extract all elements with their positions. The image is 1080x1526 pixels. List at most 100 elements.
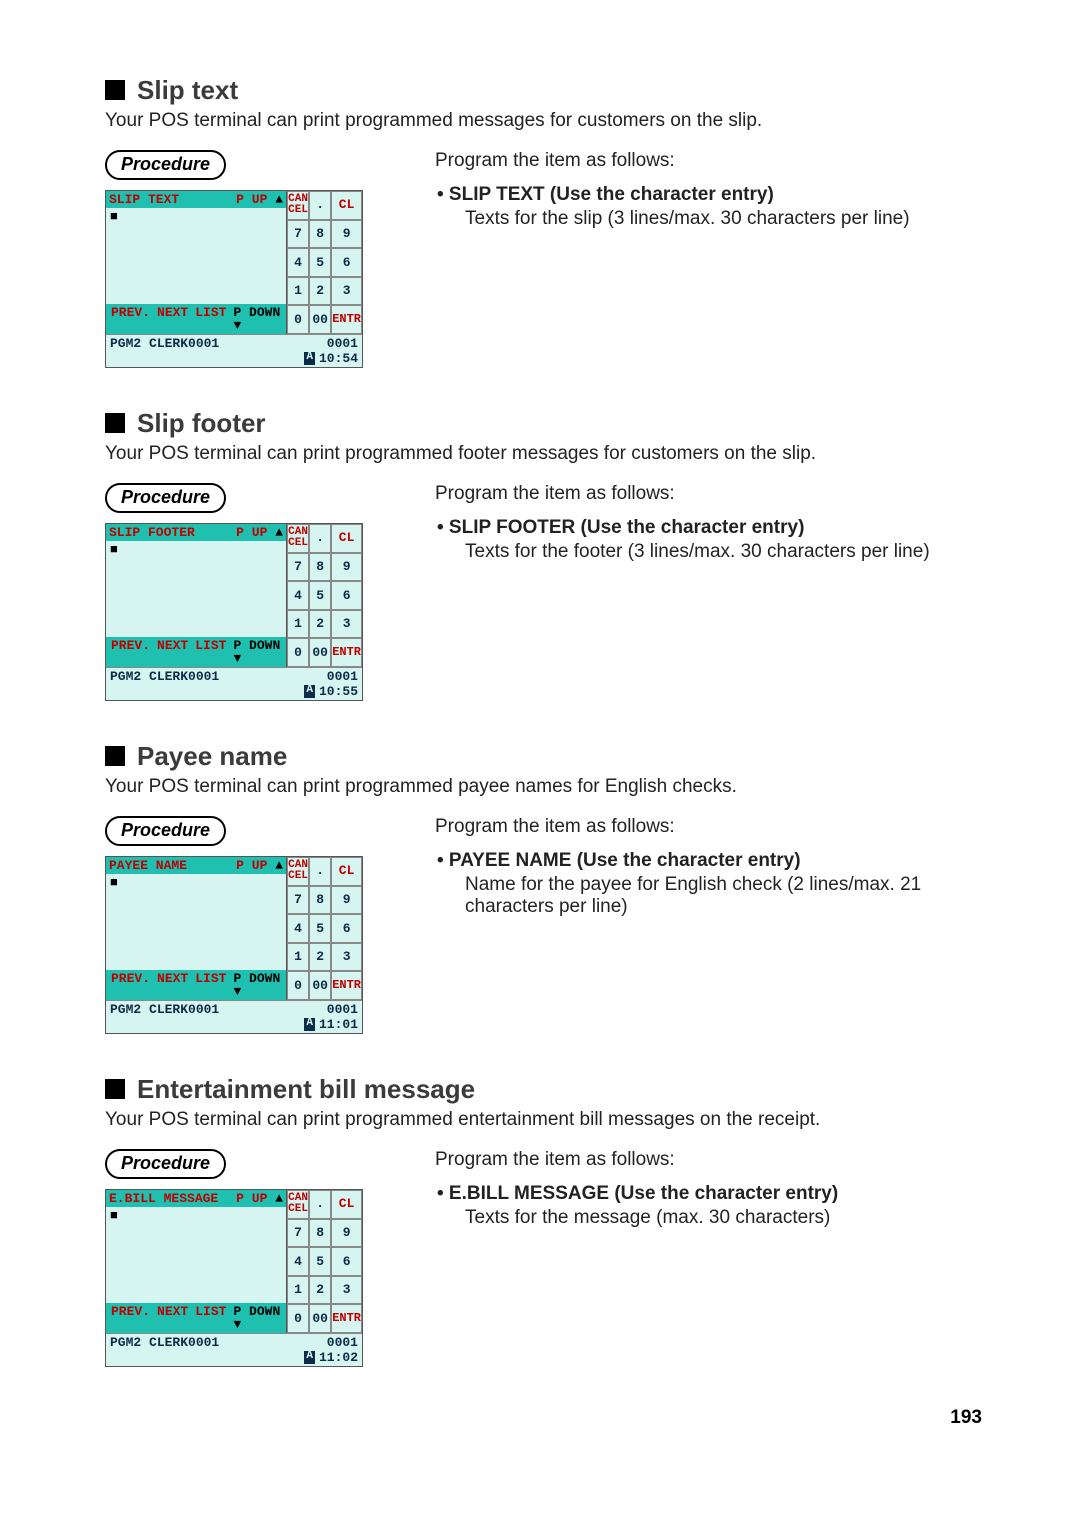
key-00[interactable]: 00 xyxy=(309,971,331,1000)
key-1[interactable]: 1 xyxy=(287,610,309,639)
enter-key[interactable]: ENTR xyxy=(331,971,362,1000)
square-bullet-icon xyxy=(105,746,125,766)
cursor-icon: ■ xyxy=(110,875,118,890)
next-button[interactable]: NEXT xyxy=(157,972,188,998)
prev-button[interactable]: PREV. xyxy=(111,306,150,332)
cancel-key[interactable]: CANCEL xyxy=(287,524,309,553)
status-a-icon: A xyxy=(304,1351,315,1364)
key-8[interactable]: 8 xyxy=(309,886,331,915)
prev-button[interactable]: PREV. xyxy=(111,1305,150,1331)
key-8[interactable]: 8 xyxy=(309,220,331,249)
enter-key[interactable]: ENTR xyxy=(331,638,362,667)
content-row: ProcedurePAYEE NAMEP UP ▲■PREV.NEXTLISTP… xyxy=(105,816,990,1034)
enter-key[interactable]: ENTR xyxy=(331,305,362,334)
key-0[interactable]: 0 xyxy=(287,305,309,334)
procedure-badge: Procedure xyxy=(105,816,226,846)
prev-button[interactable]: PREV. xyxy=(111,639,150,665)
arrow-up-icon[interactable]: ▲ xyxy=(267,1191,283,1206)
key-5[interactable]: 5 xyxy=(309,914,331,943)
status-clerk: CLERK0001 xyxy=(141,336,219,351)
key-00[interactable]: 00 xyxy=(309,1304,331,1333)
p-up-label[interactable]: P UP xyxy=(236,1191,267,1206)
procedure-column: ProcedureSLIP FOOTERP UP ▲■PREV.NEXTLIST… xyxy=(105,483,405,701)
status-code: 0001 xyxy=(327,337,358,350)
arrow-down-icon[interactable]: ▼ xyxy=(233,651,241,666)
cancel-key[interactable]: CANCEL xyxy=(287,191,309,220)
list-button[interactable]: LIST xyxy=(195,639,226,665)
key-2[interactable]: 2 xyxy=(309,277,331,306)
key-7[interactable]: 7 xyxy=(287,553,309,582)
p-up-label[interactable]: P UP xyxy=(236,192,267,207)
key-2[interactable]: 2 xyxy=(309,1276,331,1305)
key-7[interactable]: 7 xyxy=(287,1219,309,1248)
key-2[interactable]: 2 xyxy=(309,610,331,639)
arrow-down-icon[interactable]: ▼ xyxy=(233,318,241,333)
key-0[interactable]: 0 xyxy=(287,638,309,667)
key-9[interactable]: 9 xyxy=(331,553,362,582)
arrow-up-icon[interactable]: ▲ xyxy=(267,192,283,207)
key-3[interactable]: 3 xyxy=(331,610,362,639)
key-5[interactable]: 5 xyxy=(309,248,331,277)
key-8[interactable]: 8 xyxy=(309,1219,331,1248)
key-0[interactable]: 0 xyxy=(287,1304,309,1333)
key-7[interactable]: 7 xyxy=(287,220,309,249)
dot-key[interactable]: . xyxy=(309,524,331,553)
next-button[interactable]: NEXT xyxy=(157,306,188,332)
clear-key[interactable]: CL xyxy=(331,857,362,886)
key-00[interactable]: 00 xyxy=(309,638,331,667)
key-8[interactable]: 8 xyxy=(309,553,331,582)
terminal-title: SLIP TEXT xyxy=(109,193,179,206)
key-5[interactable]: 5 xyxy=(309,1247,331,1276)
key-5[interactable]: 5 xyxy=(309,581,331,610)
heading-text: Slip footer xyxy=(137,408,266,438)
cancel-key[interactable]: CANCEL xyxy=(287,1190,309,1219)
status-bar: PGM2 CLERK00010001 xyxy=(106,1333,362,1350)
dot-key[interactable]: . xyxy=(309,857,331,886)
p-up-label[interactable]: P UP xyxy=(236,858,267,873)
key-6[interactable]: 6 xyxy=(331,248,362,277)
key-3[interactable]: 3 xyxy=(331,277,362,306)
cancel-key[interactable]: CANCEL xyxy=(287,857,309,886)
list-button[interactable]: LIST xyxy=(195,306,226,332)
heading-slip_footer: Slip footer xyxy=(105,408,990,439)
key-6[interactable]: 6 xyxy=(331,914,362,943)
key-4[interactable]: 4 xyxy=(287,581,309,610)
arrow-up-icon[interactable]: ▲ xyxy=(267,525,283,540)
key-0[interactable]: 0 xyxy=(287,971,309,1000)
key-9[interactable]: 9 xyxy=(331,220,362,249)
key-00[interactable]: 00 xyxy=(309,305,331,334)
key-9[interactable]: 9 xyxy=(331,1219,362,1248)
key-1[interactable]: 1 xyxy=(287,1276,309,1305)
key-6[interactable]: 6 xyxy=(331,1247,362,1276)
key-9[interactable]: 9 xyxy=(331,886,362,915)
clear-key[interactable]: CL xyxy=(331,191,362,220)
arrow-down-icon[interactable]: ▼ xyxy=(233,984,241,999)
prev-button[interactable]: PREV. xyxy=(111,972,150,998)
key-4[interactable]: 4 xyxy=(287,248,309,277)
arrow-up-icon[interactable]: ▲ xyxy=(267,858,283,873)
list-button[interactable]: LIST xyxy=(195,1305,226,1331)
key-3[interactable]: 3 xyxy=(331,1276,362,1305)
key-3[interactable]: 3 xyxy=(331,943,362,972)
p-up-label[interactable]: P UP xyxy=(236,525,267,540)
key-6[interactable]: 6 xyxy=(331,581,362,610)
list-button[interactable]: LIST xyxy=(195,972,226,998)
key-1[interactable]: 1 xyxy=(287,277,309,306)
clear-key[interactable]: CL xyxy=(331,524,362,553)
enter-key[interactable]: ENTR xyxy=(331,1304,362,1333)
arrow-down-icon[interactable]: ▼ xyxy=(233,1317,241,1332)
bullet-heading: • SLIP TEXT (Use the character entry) xyxy=(437,184,990,206)
status-left: PGM2 CLERK0001 xyxy=(110,337,219,350)
key-4[interactable]: 4 xyxy=(287,914,309,943)
key-4[interactable]: 4 xyxy=(287,1247,309,1276)
clear-key[interactable]: CL xyxy=(331,1190,362,1219)
next-button[interactable]: NEXT xyxy=(157,639,188,665)
key-1[interactable]: 1 xyxy=(287,943,309,972)
key-7[interactable]: 7 xyxy=(287,886,309,915)
status-time: 10:54 xyxy=(319,352,358,365)
next-button[interactable]: NEXT xyxy=(157,1305,188,1331)
dot-key[interactable]: . xyxy=(309,1190,331,1219)
key-2[interactable]: 2 xyxy=(309,943,331,972)
dot-key[interactable]: . xyxy=(309,191,331,220)
terminal-top: SLIP TEXTP UP ▲■PREV.NEXTLISTP DOWN ▼CAN… xyxy=(106,191,362,334)
